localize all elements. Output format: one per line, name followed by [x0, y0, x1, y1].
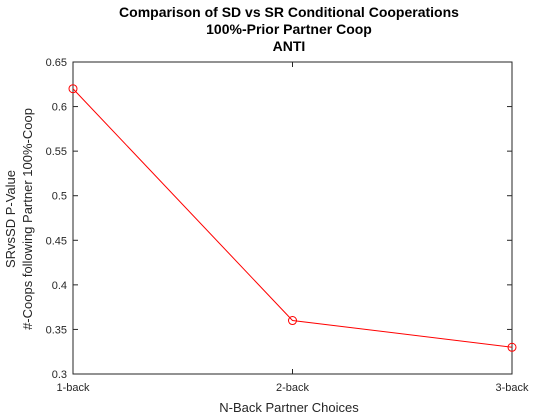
- plot-area: 0.3 0.35 0.4 0.45 0.5 0.55 0.6 0.65 1-back 2-back…: [46, 57, 529, 394]
- chart-title-line-1: Comparison of SD vs SR Conditional Coope…: [119, 4, 459, 20]
- chart-title-line-2: 100%-Prior Partner Coop: [206, 21, 372, 37]
- y-tick-label: 0.45: [46, 235, 67, 247]
- data-point-marker: [68, 84, 78, 94]
- data-point-marker: [288, 316, 297, 326]
- y-tick-label: 0.5: [52, 191, 67, 203]
- x-axis-label: N-Back Partner Choices: [219, 400, 359, 415]
- y-tick-label: 0.4: [52, 280, 67, 292]
- series-line: [72, 88, 513, 348]
- y-tick-label: 0.55: [46, 146, 67, 158]
- x-tick-label: 2-back: [276, 382, 310, 394]
- axes-box: [72, 61, 513, 375]
- y-axis-label-line-2: #-Coops following Partner 100%-Coop: [20, 108, 35, 330]
- chart-title-line-3: ANTI: [273, 38, 306, 54]
- y-axis-label-line-1: SRvsSD P-Value: [3, 170, 18, 268]
- y-tick-label: 0.65: [46, 57, 67, 69]
- x-tick-label: 3-back: [495, 382, 529, 394]
- y-tick-label: 0.3: [52, 369, 67, 381]
- data-point-marker: [507, 342, 517, 352]
- y-tick-label: 0.35: [46, 324, 67, 336]
- x-tick-label: 1-back: [56, 382, 90, 394]
- y-tick-label: 0.6: [52, 102, 67, 114]
